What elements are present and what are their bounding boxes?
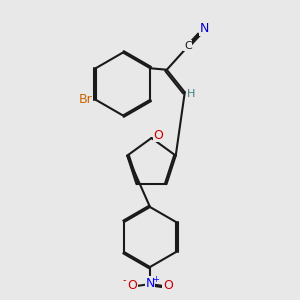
Text: O: O: [153, 128, 163, 142]
Text: -: -: [123, 275, 126, 286]
Text: N: N: [145, 277, 155, 290]
Text: O: O: [127, 279, 137, 292]
Text: C: C: [184, 41, 192, 51]
Text: H: H: [187, 89, 196, 99]
Text: Br: Br: [78, 93, 92, 106]
Text: +: +: [152, 274, 159, 284]
Text: O: O: [163, 279, 173, 292]
Text: N: N: [200, 22, 209, 35]
